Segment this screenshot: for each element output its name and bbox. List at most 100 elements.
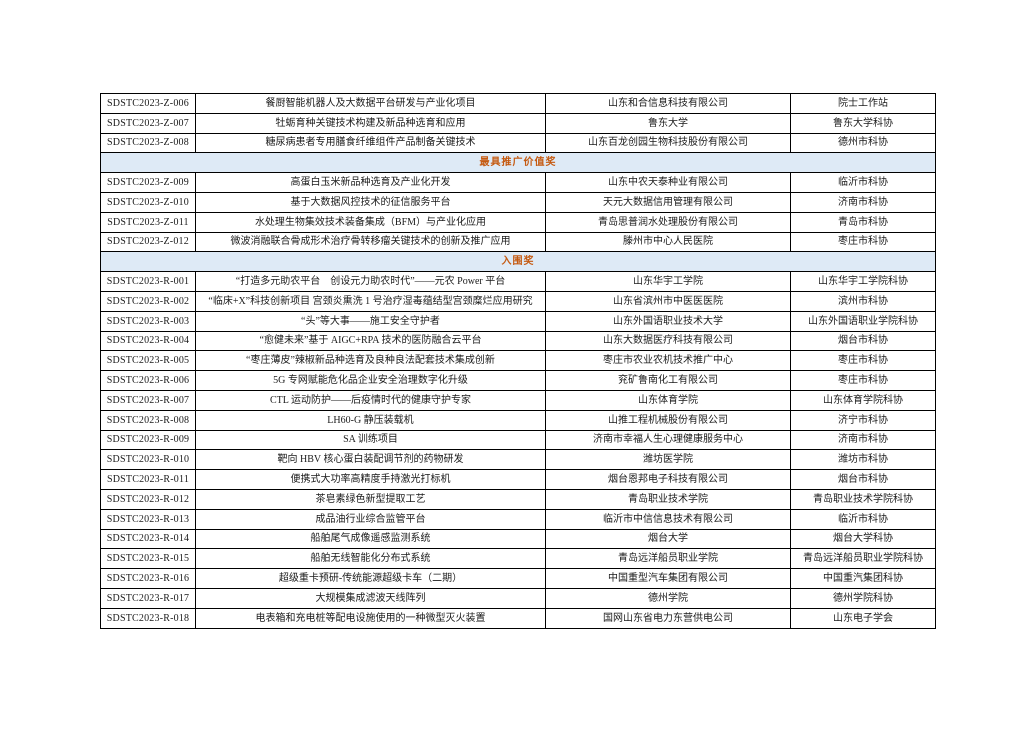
association-cell: 山东华宇工学院科协 (790, 271, 936, 292)
project-name-cell: 牡蛎育种关键技术构建及新品种选育和应用 (195, 112, 546, 134)
association-cell: 山东外国语职业学院科协 (790, 310, 936, 332)
association-cell: 枣庄市科协 (790, 370, 936, 391)
project-id-cell: SDSTC2023-R-018 (100, 607, 196, 629)
project-name-cell: 微波消融联合骨成形术治疗骨转移瘤关键技术的创新及推广应用 (195, 231, 546, 253)
project-name-cell: “临床+X”科技创新项目 宫颈炎熏洗 1 号治疗湿毒蕴结型宫颈糜烂应用研究 (195, 290, 546, 312)
association-cell: 滨州市科协 (790, 290, 936, 312)
project-name-cell: 茶皂素绿色新型提取工艺 (195, 488, 546, 510)
association-cell: 鲁东大学科协 (790, 112, 936, 134)
association-cell: 中国重汽集团科协 (790, 568, 936, 589)
table-row: SDSTC2023-Z-010 基于大数据风控技术的征信服务平台 天元大数据信用管理… (100, 191, 936, 213)
association-cell: 烟台市科协 (790, 330, 936, 352)
organization-cell: 山东省滨州市中医医医院 (545, 290, 791, 312)
awards-table-body: SDSTC2023-Z-006 餐厨智能机器人及大数据平台研发与产业化项目 山东和合… (100, 93, 936, 629)
organization-cell: 鲁东大学 (545, 112, 791, 134)
table-row: SDSTC2023-R-008 LH60-G 静压装载机 山推工程机械股份有限公司济… (100, 409, 936, 431)
section-header-row: 入围奖 (100, 251, 936, 273)
table-row: SDSTC2023-R-013 成品油行业综合监管平台 临沂市中信信息技术有限公司临… (100, 508, 936, 530)
project-name-cell: “头”等大事——施工安全守护者 (195, 310, 546, 332)
table-row: SDSTC2023-R-009 SA 训练项目 济南市幸福人生心理健康服务中心 济南市… (100, 429, 936, 451)
association-cell: 临沂市科协 (790, 172, 936, 193)
table-row: SDSTC2023-R-016 超级重卡预研-传统能源超级卡车（二期） 中国重型汽车… (100, 568, 936, 589)
project-name-cell: 电表箱和充电桩等配电设施使用的一种微型灭火装置 (195, 607, 546, 629)
organization-cell: 兖矿鲁南化工有限公司 (545, 370, 791, 391)
project-id-cell: SDSTC2023-R-003 (100, 310, 196, 332)
project-id-cell: SDSTC2023-R-017 (100, 587, 196, 609)
project-name-cell: 船舶尾气成像遥感监测系统 (195, 528, 546, 550)
project-id-cell: SDSTC2023-R-005 (100, 350, 196, 372)
project-name-cell: SA 训练项目 (195, 429, 546, 451)
organization-cell: 山东百龙创园生物科技股份有限公司 (545, 132, 791, 154)
project-name-cell: “枣庄薄皮”辣椒新品种选育及良种良法配套技术集成创新 (195, 350, 546, 372)
association-cell: 烟台市科协 (790, 469, 936, 490)
association-cell: 院士工作站 (790, 93, 936, 114)
project-name-cell: 水处理生物集效技术装备集成（BFM）与产业化应用 (195, 211, 546, 233)
table-row: SDSTC2023-R-006 5G 专网赋能危化品企业安全治理数字化升级 兖矿鲁南… (100, 370, 936, 391)
project-id-cell: SDSTC2023-R-011 (100, 469, 196, 490)
organization-cell: 济南市幸福人生心理健康服务中心 (545, 429, 791, 451)
table-row: SDSTC2023-R-012 茶皂素绿色新型提取工艺 青岛职业技术学院 青岛职业技术… (100, 488, 936, 510)
project-id-cell: SDSTC2023-R-004 (100, 330, 196, 352)
organization-cell: 山东体育学院 (545, 389, 791, 411)
table-row: SDSTC2023-Z-007 牡蛎育种关键技术构建及新品种选育和应用 鲁东大学 鲁东… (100, 112, 936, 134)
section-header-label: 最具推广价值奖 (100, 152, 936, 174)
table-row: SDSTC2023-Z-008 糖尿病患者专用膳食纤维组件产品制备关键技术 山东百龙… (100, 132, 936, 154)
organization-cell: 青岛远洋船员职业学院 (545, 548, 791, 570)
organization-cell: 山东外国语职业技术大学 (545, 310, 791, 332)
project-name-cell: LH60-G 静压装载机 (195, 409, 546, 431)
association-cell: 德州市科协 (790, 132, 936, 154)
project-id-cell: SDSTC2023-Z-009 (100, 172, 196, 193)
project-id-cell: SDSTC2023-Z-008 (100, 132, 196, 154)
project-id-cell: SDSTC2023-R-009 (100, 429, 196, 451)
project-id-cell: SDSTC2023-Z-006 (100, 93, 196, 114)
association-cell: 青岛市科协 (790, 211, 936, 233)
association-cell: 济南市科协 (790, 191, 936, 213)
project-name-cell: 便携式大功率高精度手持激光打标机 (195, 469, 546, 490)
project-id-cell: SDSTC2023-Z-011 (100, 211, 196, 233)
table-row: SDSTC2023-R-017 大规模集成滤波天线阵列 德州学院 德州学院科协 (100, 587, 936, 609)
table-row: SDSTC2023-R-001 “打造多元助农平台 创设元力助农时代”——元农 P… (100, 271, 936, 292)
project-id-cell: SDSTC2023-R-001 (100, 271, 196, 292)
table-row: SDSTC2023-Z-006 餐厨智能机器人及大数据平台研发与产业化项目 山东和合… (100, 93, 936, 114)
organization-cell: 国网山东省电力东营供电公司 (545, 607, 791, 629)
project-name-cell: “打造多元助农平台 创设元力助农时代”——元农 Power 平台 (195, 271, 546, 292)
organization-cell: 山东中农天泰种业有限公司 (545, 172, 791, 193)
table-row: SDSTC2023-R-005 “枣庄薄皮”辣椒新品种选育及良种良法配套技术集成创… (100, 350, 936, 372)
project-name-cell: 船舶无线智能化分布式系统 (195, 548, 546, 570)
table-row: SDSTC2023-R-015 船舶无线智能化分布式系统 青岛远洋船员职业学院 青岛远… (100, 548, 936, 570)
project-id-cell: SDSTC2023-Z-007 (100, 112, 196, 134)
project-name-cell: “愈健未来”基于 AIGC+RPA 技术的医防融合云平台 (195, 330, 546, 352)
organization-cell: 山东华宇工学院 (545, 271, 791, 292)
table-row: SDSTC2023-R-010 靶向 HBV 核心蛋白装配调节剂的药物研发 潍坊医学… (100, 449, 936, 471)
project-id-cell: SDSTC2023-Z-010 (100, 191, 196, 213)
association-cell: 枣庄市科协 (790, 350, 936, 372)
awards-table: SDSTC2023-Z-006 餐厨智能机器人及大数据平台研发与产业化项目 山东和合… (100, 93, 936, 629)
table-row: SDSTC2023-Z-009 高蛋白玉米新品种选育及产业化开发 山东中农天泰种业有… (100, 172, 936, 193)
table-row: SDSTC2023-R-018 电表箱和充电桩等配电设施使用的一种微型灭火装置 国网… (100, 607, 936, 629)
project-name-cell: 成品油行业综合监管平台 (195, 508, 546, 530)
association-cell: 烟台大学科协 (790, 528, 936, 550)
association-cell: 潍坊市科协 (790, 449, 936, 471)
organization-cell: 中国重型汽车集团有限公司 (545, 568, 791, 589)
association-cell: 山东电子学会 (790, 607, 936, 629)
table-row: SDSTC2023-R-004 “愈健未来”基于 AIGC+RPA 技术的医防融合… (100, 330, 936, 352)
organization-cell: 烟台大学 (545, 528, 791, 550)
organization-cell: 烟台恩邦电子科技有限公司 (545, 469, 791, 490)
organization-cell: 潍坊医学院 (545, 449, 791, 471)
organization-cell: 青岛思普润水处理股份有限公司 (545, 211, 791, 233)
organization-cell: 德州学院 (545, 587, 791, 609)
table-row: SDSTC2023-Z-011 水处理生物集效技术装备集成（BFM）与产业化应用青… (100, 211, 936, 233)
association-cell: 临沂市科协 (790, 508, 936, 530)
association-cell: 德州学院科协 (790, 587, 936, 609)
organization-cell: 滕州市中心人民医院 (545, 231, 791, 253)
table-row: SDSTC2023-Z-012 微波消融联合骨成形术治疗骨转移瘤关键技术的创新及推… (100, 231, 936, 253)
project-name-cell: 靶向 HBV 核心蛋白装配调节剂的药物研发 (195, 449, 546, 471)
organization-cell: 天元大数据信用管理有限公司 (545, 191, 791, 213)
organization-cell: 青岛职业技术学院 (545, 488, 791, 510)
project-id-cell: SDSTC2023-R-002 (100, 290, 196, 312)
project-id-cell: SDSTC2023-R-008 (100, 409, 196, 431)
project-name-cell: 5G 专网赋能危化品企业安全治理数字化升级 (195, 370, 546, 391)
project-id-cell: SDSTC2023-R-016 (100, 568, 196, 589)
table-row: SDSTC2023-R-002 “临床+X”科技创新项目 宫颈炎熏洗 1 号治疗湿… (100, 290, 936, 312)
organization-cell: 山东和合信息科技有限公司 (545, 93, 791, 114)
